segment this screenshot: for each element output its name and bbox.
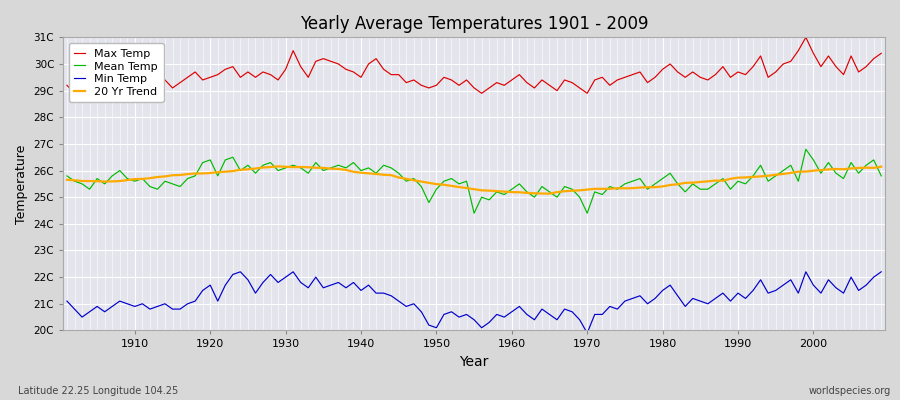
Min Temp bbox=[507, 309, 517, 314]
Max Temp bbox=[76, 94, 87, 98]
Legend: Max Temp, Mean Temp, Min Temp, 20 Yr Trend: Max Temp, Mean Temp, Min Temp, 20 Yr Tre… bbox=[68, 43, 164, 102]
Min Temp bbox=[514, 304, 525, 309]
Line: Min Temp: Min Temp bbox=[67, 272, 881, 333]
Min Temp bbox=[235, 270, 246, 274]
Min Temp bbox=[612, 307, 623, 312]
X-axis label: Year: Year bbox=[459, 355, 489, 369]
Max Temp bbox=[514, 72, 525, 77]
Mean Temp bbox=[605, 184, 616, 189]
20 Yr Trend bbox=[295, 165, 306, 170]
20 Yr Trend bbox=[612, 186, 623, 190]
Max Temp bbox=[61, 83, 72, 88]
Max Temp bbox=[605, 83, 616, 88]
Y-axis label: Temperature: Temperature bbox=[15, 144, 28, 224]
Mean Temp bbox=[800, 147, 811, 152]
Mean Temp bbox=[333, 163, 344, 168]
Min Temp bbox=[581, 331, 592, 336]
20 Yr Trend bbox=[514, 190, 525, 195]
Min Temp bbox=[340, 285, 351, 290]
Line: 20 Yr Trend: 20 Yr Trend bbox=[67, 166, 881, 194]
20 Yr Trend bbox=[507, 190, 517, 194]
Mean Temp bbox=[876, 174, 886, 178]
Max Temp bbox=[340, 67, 351, 72]
20 Yr Trend bbox=[61, 177, 72, 182]
Min Temp bbox=[295, 280, 306, 285]
20 Yr Trend bbox=[876, 164, 886, 169]
Text: worldspecies.org: worldspecies.org bbox=[809, 386, 891, 396]
20 Yr Trend bbox=[544, 191, 555, 196]
Mean Temp bbox=[61, 174, 72, 178]
Mean Temp bbox=[469, 211, 480, 216]
Min Temp bbox=[61, 299, 72, 304]
Max Temp bbox=[876, 51, 886, 56]
Mean Temp bbox=[122, 176, 132, 181]
Min Temp bbox=[876, 270, 886, 274]
Title: Yearly Average Temperatures 1901 - 2009: Yearly Average Temperatures 1901 - 2009 bbox=[300, 15, 648, 33]
Line: Mean Temp: Mean Temp bbox=[67, 149, 881, 213]
Min Temp bbox=[122, 301, 132, 306]
Mean Temp bbox=[288, 163, 299, 168]
Mean Temp bbox=[514, 182, 525, 186]
Text: Latitude 22.25 Longitude 104.25: Latitude 22.25 Longitude 104.25 bbox=[18, 386, 178, 396]
Mean Temp bbox=[507, 187, 517, 192]
20 Yr Trend bbox=[122, 178, 132, 182]
20 Yr Trend bbox=[273, 164, 284, 169]
Max Temp bbox=[800, 35, 811, 40]
Max Temp bbox=[507, 78, 517, 82]
20 Yr Trend bbox=[340, 168, 351, 172]
Max Temp bbox=[295, 64, 306, 69]
Max Temp bbox=[130, 86, 140, 90]
Line: Max Temp: Max Temp bbox=[67, 37, 881, 96]
